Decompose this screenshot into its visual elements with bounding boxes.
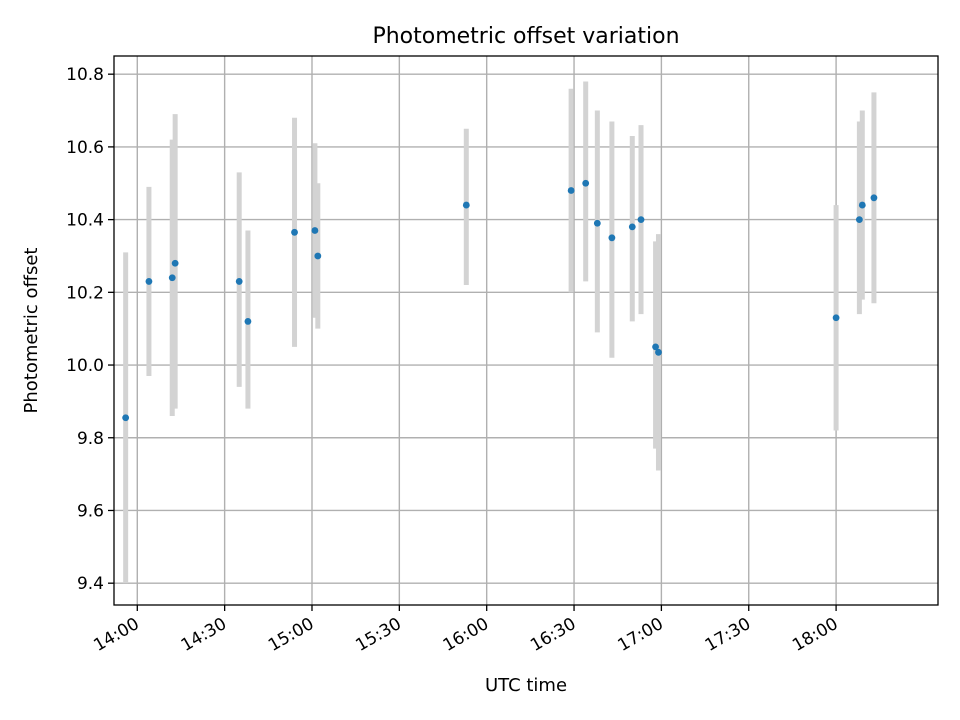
data-point <box>145 278 153 285</box>
data-point <box>608 234 616 242</box>
data-point <box>652 343 659 351</box>
x-tick-label: 16:30 <box>527 614 579 656</box>
y-tick-label: 10.4 <box>66 211 104 231</box>
y-tick-label: 9.4 <box>77 574 104 594</box>
x-tick-label: 17:30 <box>702 614 754 656</box>
data-points <box>122 179 878 422</box>
data-point <box>858 201 866 209</box>
y-tick-label: 10.0 <box>66 356 104 376</box>
data-point <box>832 314 840 322</box>
data-point <box>593 219 601 227</box>
data-point <box>855 216 863 224</box>
data-point <box>122 414 130 422</box>
data-point <box>171 259 179 267</box>
y-tick-label: 9.8 <box>77 429 104 449</box>
chart-title: Photometric offset variation <box>372 24 679 49</box>
data-point <box>870 194 878 202</box>
x-tick-label: 18:00 <box>789 614 841 656</box>
data-point <box>311 227 319 234</box>
x-axis-ticks: 14:00 14:30 15:00 15:30 16:00 16:30 17:00 17:30… <box>90 605 842 656</box>
y-axis-ticks: 9.4 9.6 9.8 10.0 10.2 10.4 10.6 10.8 <box>66 65 114 594</box>
data-point <box>314 252 322 260</box>
x-tick-label: 17:00 <box>614 614 666 656</box>
data-point <box>582 179 590 187</box>
x-tick-label: 16:00 <box>440 614 492 656</box>
data-point <box>567 187 575 194</box>
error-bars <box>123 81 877 584</box>
data-point <box>462 201 470 209</box>
y-axis-label: Photometric offset <box>21 248 42 414</box>
y-tick-label: 10.8 <box>66 65 104 85</box>
data-point <box>235 278 243 285</box>
y-tick-label: 10.6 <box>66 138 104 158</box>
plot-frame <box>113 55 939 606</box>
y-tick-label: 9.6 <box>77 501 104 521</box>
x-tick-label: 14:30 <box>178 614 230 656</box>
grid <box>114 56 938 605</box>
x-tick-label: 14:00 <box>90 614 142 656</box>
data-point <box>291 228 298 236</box>
x-axis-label: UTC time <box>485 675 567 696</box>
data-point <box>168 274 176 282</box>
data-point <box>628 223 636 231</box>
data-point <box>637 216 645 224</box>
x-tick-label: 15:00 <box>265 614 317 656</box>
data-point <box>655 348 662 356</box>
x-tick-label: 15:30 <box>352 614 404 656</box>
data-point <box>244 318 252 325</box>
y-tick-label: 10.2 <box>66 283 104 303</box>
